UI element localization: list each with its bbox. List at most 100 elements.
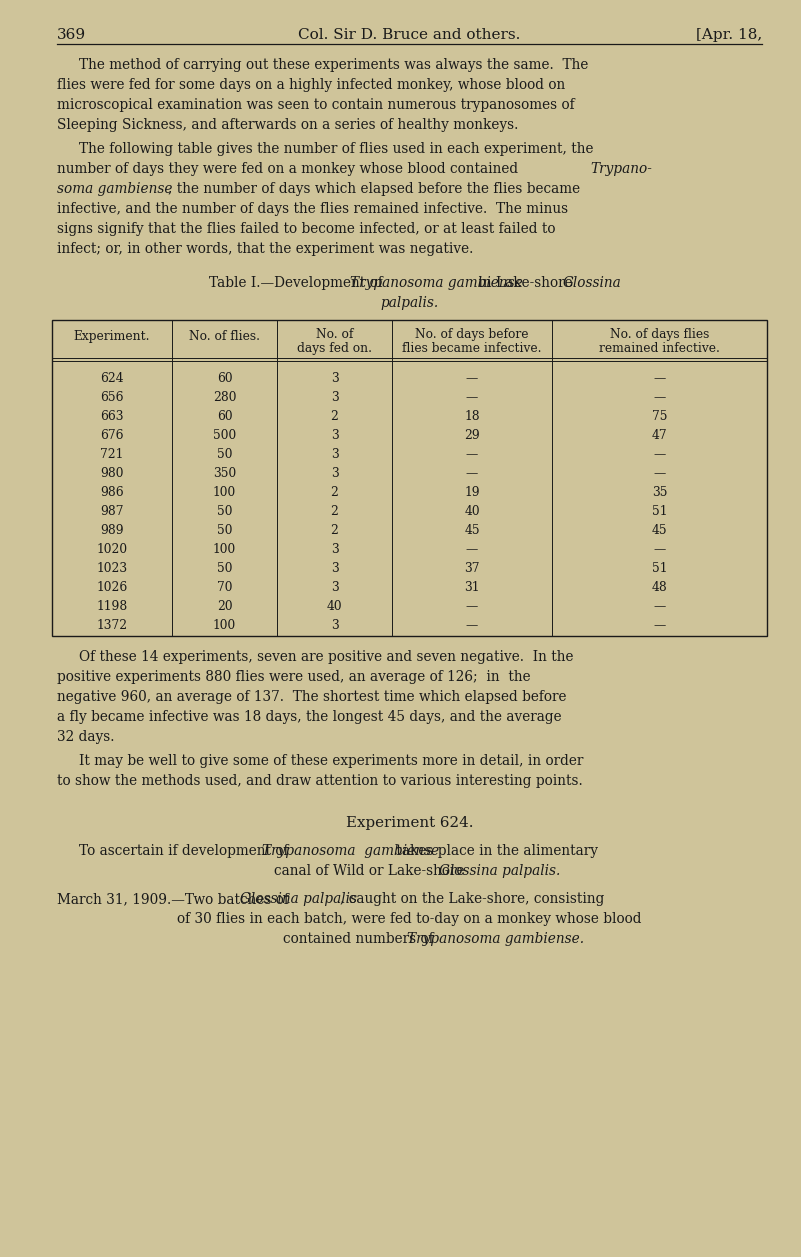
Text: 45: 45 xyxy=(652,524,667,538)
Text: —: — xyxy=(466,468,478,480)
Text: Table I.—Development of: Table I.—Development of xyxy=(209,277,387,290)
Text: a fly became infective was 18 days, the longest 45 days, and the average: a fly became infective was 18 days, the … xyxy=(57,710,562,724)
Text: 1020: 1020 xyxy=(96,543,127,557)
Text: 19: 19 xyxy=(465,486,480,499)
Text: It may be well to give some of these experiments more in detail, in order: It may be well to give some of these exp… xyxy=(79,754,583,768)
Text: signs signify that the flies failed to become infected, or at least failed to: signs signify that the flies failed to b… xyxy=(57,222,556,236)
Text: Experiment.: Experiment. xyxy=(74,331,151,343)
Text: 2: 2 xyxy=(331,505,339,518)
Text: March 31, 1909.—Two batches of: March 31, 1909.—Two batches of xyxy=(57,892,293,906)
Text: 2: 2 xyxy=(331,410,339,424)
Text: 676: 676 xyxy=(100,430,123,442)
Text: takes place in the alimentary: takes place in the alimentary xyxy=(392,843,598,859)
Text: 50: 50 xyxy=(217,505,232,518)
Text: —: — xyxy=(466,449,478,461)
Text: 1372: 1372 xyxy=(96,620,127,632)
Text: Of these 14 experiments, seven are positive and seven negative.  In the: Of these 14 experiments, seven are posit… xyxy=(79,650,574,664)
Text: No. of days before: No. of days before xyxy=(415,328,529,341)
Text: 100: 100 xyxy=(213,620,236,632)
Text: No. of: No. of xyxy=(316,328,353,341)
Text: 18: 18 xyxy=(465,410,480,424)
Text: 624: 624 xyxy=(100,372,124,386)
Text: —: — xyxy=(466,601,478,613)
Text: —: — xyxy=(654,391,666,405)
Text: 3: 3 xyxy=(331,562,338,576)
Text: 721: 721 xyxy=(100,449,123,461)
Text: 350: 350 xyxy=(213,468,236,480)
Text: Glossina palpalis.: Glossina palpalis. xyxy=(439,864,561,877)
Text: of 30 flies in each batch, were fed to-day on a monkey whose blood: of 30 flies in each batch, were fed to-d… xyxy=(177,913,642,926)
Text: 2: 2 xyxy=(331,486,339,499)
Text: 2: 2 xyxy=(331,524,339,538)
Text: 50: 50 xyxy=(217,562,232,576)
Text: 3: 3 xyxy=(331,582,338,595)
Text: —: — xyxy=(654,620,666,632)
Text: —: — xyxy=(654,601,666,613)
Text: 35: 35 xyxy=(652,486,667,499)
Text: —: — xyxy=(466,620,478,632)
Text: 51: 51 xyxy=(652,562,667,576)
Text: 656: 656 xyxy=(100,391,123,405)
Text: 663: 663 xyxy=(100,410,123,424)
Text: infective, and the number of days the flies remained infective.  The minus: infective, and the number of days the fl… xyxy=(57,202,568,216)
Text: 75: 75 xyxy=(652,410,667,424)
Text: , the number of days which elapsed before the flies became: , the number of days which elapsed befor… xyxy=(168,182,580,196)
Text: 100: 100 xyxy=(213,543,236,557)
Text: Col. Sir D. Bruce and others.: Col. Sir D. Bruce and others. xyxy=(298,28,521,41)
Text: soma gambiense: soma gambiense xyxy=(57,182,172,196)
Text: Trypano-: Trypano- xyxy=(590,162,652,176)
Text: To ascertain if development of: To ascertain if development of xyxy=(79,843,293,859)
Text: infect; or, in other words, that the experiment was negative.: infect; or, in other words, that the exp… xyxy=(57,243,473,256)
Text: No. of days flies: No. of days flies xyxy=(610,328,709,341)
Text: —: — xyxy=(654,468,666,480)
Text: flies were fed for some days on a highly infected monkey, whose blood on: flies were fed for some days on a highly… xyxy=(57,78,566,92)
Text: remained infective.: remained infective. xyxy=(599,342,720,354)
Text: 29: 29 xyxy=(464,430,480,442)
Text: Trypanosoma  gambiense: Trypanosoma gambiense xyxy=(262,843,439,859)
Text: 60: 60 xyxy=(217,372,232,386)
Text: 45: 45 xyxy=(465,524,480,538)
Text: The following table gives the number of flies used in each experiment, the: The following table gives the number of … xyxy=(79,142,594,156)
Text: 3: 3 xyxy=(331,372,338,386)
Text: No. of flies.: No. of flies. xyxy=(189,331,260,343)
Text: 100: 100 xyxy=(213,486,236,499)
Text: 50: 50 xyxy=(217,449,232,461)
Text: 1026: 1026 xyxy=(96,582,127,595)
Text: 1023: 1023 xyxy=(96,562,127,576)
Text: 986: 986 xyxy=(100,486,124,499)
Text: —: — xyxy=(466,372,478,386)
Text: Glossina palpalis: Glossina palpalis xyxy=(240,892,357,906)
Text: Trypanosoma gambiense.: Trypanosoma gambiense. xyxy=(407,931,584,947)
Text: —: — xyxy=(654,543,666,557)
Text: Trypanosoma gambiense: Trypanosoma gambiense xyxy=(351,277,523,290)
Text: 48: 48 xyxy=(652,582,667,595)
Text: 37: 37 xyxy=(465,562,480,576)
Text: 280: 280 xyxy=(213,391,236,405)
Text: 70: 70 xyxy=(217,582,232,595)
Text: palpalis.: palpalis. xyxy=(380,295,439,310)
Text: 51: 51 xyxy=(652,505,667,518)
Text: 3: 3 xyxy=(331,449,338,461)
Text: 20: 20 xyxy=(217,601,232,613)
Text: 989: 989 xyxy=(100,524,124,538)
Text: 1198: 1198 xyxy=(96,601,127,613)
Text: —: — xyxy=(654,372,666,386)
Text: Experiment 624.: Experiment 624. xyxy=(346,816,473,830)
Text: Glossina: Glossina xyxy=(563,277,622,290)
Text: 987: 987 xyxy=(100,505,123,518)
Text: to show the methods used, and draw attention to various interesting points.: to show the methods used, and draw atten… xyxy=(57,774,583,788)
Text: , caught on the Lake-shore, consisting: , caught on the Lake-shore, consisting xyxy=(340,892,605,906)
Text: 60: 60 xyxy=(217,410,232,424)
Text: 3: 3 xyxy=(331,620,338,632)
Text: 40: 40 xyxy=(465,505,480,518)
Text: —: — xyxy=(654,449,666,461)
Text: microscopical examination was seen to contain numerous trypanosomes of: microscopical examination was seen to co… xyxy=(57,98,574,112)
Text: 500: 500 xyxy=(213,430,236,442)
Text: 369: 369 xyxy=(57,28,87,41)
Text: contained numbers of: contained numbers of xyxy=(283,931,437,947)
Text: positive experiments 880 flies were used, an average of 126;  in  the: positive experiments 880 flies were used… xyxy=(57,670,530,684)
Text: Sleeping Sickness, and afterwards on a series of healthy monkeys.: Sleeping Sickness, and afterwards on a s… xyxy=(57,118,518,132)
Text: days fed on.: days fed on. xyxy=(297,342,372,354)
Text: 32 days.: 32 days. xyxy=(57,730,115,744)
Text: flies became infective.: flies became infective. xyxy=(402,342,541,354)
